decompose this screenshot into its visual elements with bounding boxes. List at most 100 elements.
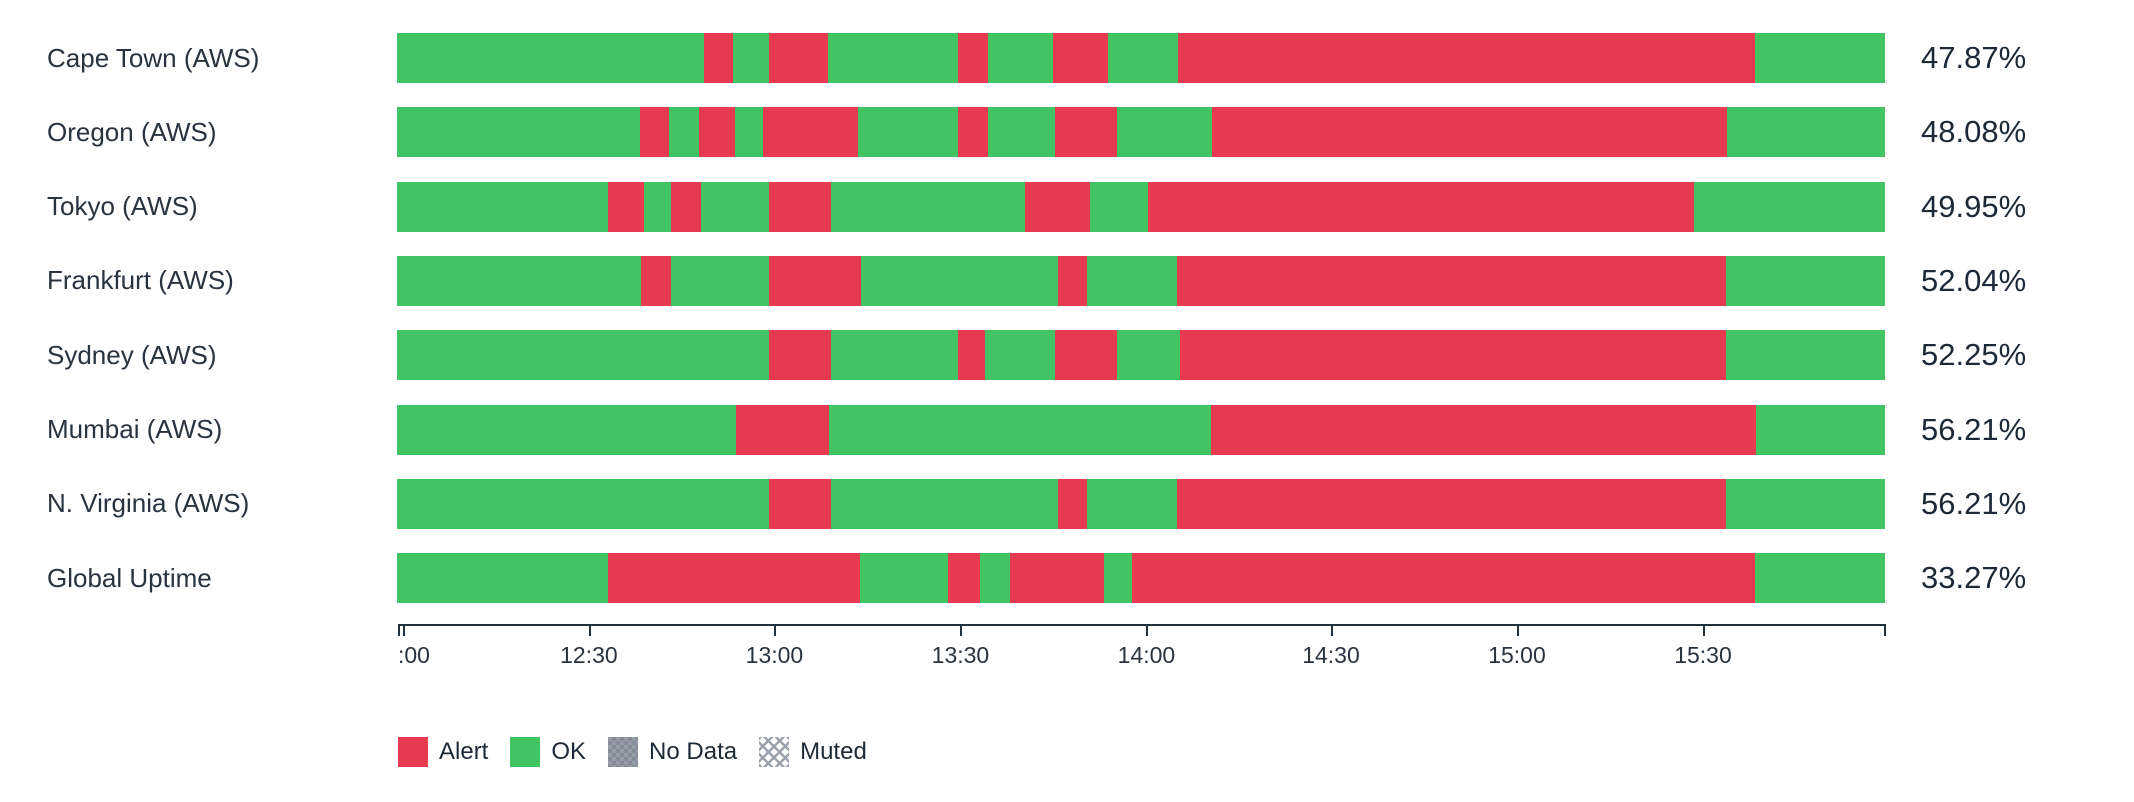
bar-segment-alert[interactable]	[1010, 553, 1104, 604]
bar-segment-ok[interactable]	[397, 478, 769, 529]
bar-segment-alert[interactable]	[1210, 404, 1756, 455]
axis-tick-label: 15:00	[1488, 642, 1546, 668]
row-label: Tokyo (AWS)	[47, 191, 198, 222]
bar-segment-ok[interactable]	[1117, 330, 1180, 381]
status-bar	[397, 256, 1885, 307]
status-row: Mumbai (AWS) 56.21%	[0, 392, 2026, 466]
legend-label: No Data	[649, 738, 738, 765]
bar-segment-ok[interactable]	[1755, 553, 1885, 604]
status-bar	[397, 107, 1885, 158]
bar-segment-ok[interactable]	[1108, 33, 1179, 84]
status-row: Cape Town (AWS) 47.87%	[0, 21, 2026, 95]
bar-segment-alert[interactable]	[1178, 33, 1756, 84]
bar-segment-alert[interactable]	[769, 330, 832, 381]
bar-segment-ok[interactable]	[397, 33, 704, 84]
bar-segment-ok[interactable]	[1117, 107, 1213, 158]
bar-segment-alert[interactable]	[736, 404, 829, 455]
axis-tick	[1330, 626, 1333, 636]
axis-tick	[1702, 626, 1705, 636]
bar-segment-ok[interactable]	[1725, 256, 1885, 307]
bar-segment-ok[interactable]	[859, 553, 948, 604]
axis-tick	[774, 626, 777, 636]
status-row: N. Virginia (AWS) 56.21%	[0, 467, 2026, 541]
bar-segment-alert[interactable]	[608, 553, 860, 604]
bar-segment-alert[interactable]	[947, 553, 981, 604]
row-uptime-value: 56.21%	[1921, 485, 2027, 521]
row-uptime-value: 49.95%	[1921, 188, 2027, 224]
bar-segment-ok[interactable]	[1087, 256, 1177, 307]
bar-segment-ok[interactable]	[984, 330, 1055, 381]
bar-segment-ok[interactable]	[397, 404, 737, 455]
bar-segment-ok[interactable]	[397, 181, 609, 232]
bar-segment-alert[interactable]	[768, 256, 862, 307]
bar-segment-ok[interactable]	[669, 107, 700, 158]
bar-segment-alert[interactable]	[1132, 553, 1756, 604]
bar-segment-ok[interactable]	[1725, 478, 1885, 529]
bar-segment-alert[interactable]	[1148, 181, 1695, 232]
bar-segment-ok[interactable]	[987, 107, 1055, 158]
bar-segment-ok[interactable]	[643, 181, 671, 232]
bar-segment-alert[interactable]	[703, 33, 734, 84]
bar-segment-ok[interactable]	[831, 181, 1025, 232]
bar-segment-alert[interactable]	[1176, 256, 1726, 307]
bar-segment-alert[interactable]	[1176, 478, 1726, 529]
row-label: N. Virginia (AWS)	[47, 488, 250, 519]
bar-segment-alert[interactable]	[699, 107, 735, 158]
bar-segment-alert[interactable]	[1212, 107, 1728, 158]
status-bar	[397, 478, 1885, 529]
axis-tick-label: 12:30	[560, 642, 618, 668]
bar-segment-alert[interactable]	[1057, 478, 1088, 529]
bar-segment-ok[interactable]	[828, 33, 958, 84]
bar-segment-alert[interactable]	[1179, 330, 1726, 381]
bar-segment-ok[interactable]	[1755, 404, 1885, 455]
bar-segment-alert[interactable]	[670, 181, 701, 232]
bar-segment-alert[interactable]	[957, 330, 985, 381]
bar-segment-ok[interactable]	[1727, 107, 1885, 158]
axis-tick	[1516, 626, 1519, 636]
bar-segment-alert[interactable]	[1054, 107, 1118, 158]
bar-segment-ok[interactable]	[858, 107, 958, 158]
bar-segment-ok[interactable]	[1725, 330, 1885, 381]
bar-segment-alert[interactable]	[639, 107, 670, 158]
bar-segment-ok[interactable]	[397, 553, 609, 604]
bar-segment-ok[interactable]	[828, 404, 1211, 455]
bar-segment-ok[interactable]	[1103, 553, 1133, 604]
bar-segment-ok[interactable]	[861, 256, 1058, 307]
axis-tick-label: 14:30	[1302, 642, 1360, 668]
bar-segment-alert[interactable]	[769, 478, 832, 529]
axis-tick-label: 15:30	[1674, 642, 1732, 668]
bar-segment-ok[interactable]	[831, 330, 958, 381]
bar-segment-alert[interactable]	[1053, 33, 1109, 84]
bar-segment-alert[interactable]	[957, 107, 988, 158]
bar-segment-alert[interactable]	[1024, 181, 1091, 232]
bar-segment-ok[interactable]	[733, 33, 769, 84]
bar-segment-ok[interactable]	[397, 107, 640, 158]
legend-swatch-alert-icon	[398, 737, 428, 767]
bar-segment-ok[interactable]	[397, 330, 769, 381]
bar-segment-alert[interactable]	[768, 181, 832, 232]
bar-segment-alert[interactable]	[957, 33, 988, 84]
bar-segment-ok[interactable]	[1087, 478, 1177, 529]
bar-segment-ok[interactable]	[670, 256, 769, 307]
bar-segment-ok[interactable]	[987, 33, 1054, 84]
bar-segment-alert[interactable]	[1057, 256, 1088, 307]
row-uptime-value: 52.25%	[1921, 337, 2027, 373]
bar-segment-ok[interactable]	[734, 107, 763, 158]
bar-segment-alert[interactable]	[763, 107, 859, 158]
status-row: Global Uptime 33.27%	[0, 541, 2026, 615]
bar-segment-ok[interactable]	[1694, 181, 1885, 232]
row-uptime-value: 56.21%	[1921, 411, 2027, 447]
bar-segment-ok[interactable]	[980, 553, 1011, 604]
bar-segment-ok[interactable]	[1090, 181, 1149, 232]
bar-segment-ok[interactable]	[1755, 33, 1885, 84]
bar-segment-alert[interactable]	[641, 256, 671, 307]
bar-segment-alert[interactable]	[1054, 330, 1118, 381]
bar-segment-ok[interactable]	[700, 181, 769, 232]
legend-label: Alert	[439, 738, 489, 765]
bar-segment-alert[interactable]	[608, 181, 644, 232]
bar-segment-ok[interactable]	[831, 478, 1058, 529]
bar-segment-alert[interactable]	[768, 33, 829, 84]
status-row: Sydney (AWS) 52.25%	[0, 318, 2026, 392]
bar-segment-ok[interactable]	[397, 256, 642, 307]
legend-item-muted: Muted	[759, 737, 867, 767]
